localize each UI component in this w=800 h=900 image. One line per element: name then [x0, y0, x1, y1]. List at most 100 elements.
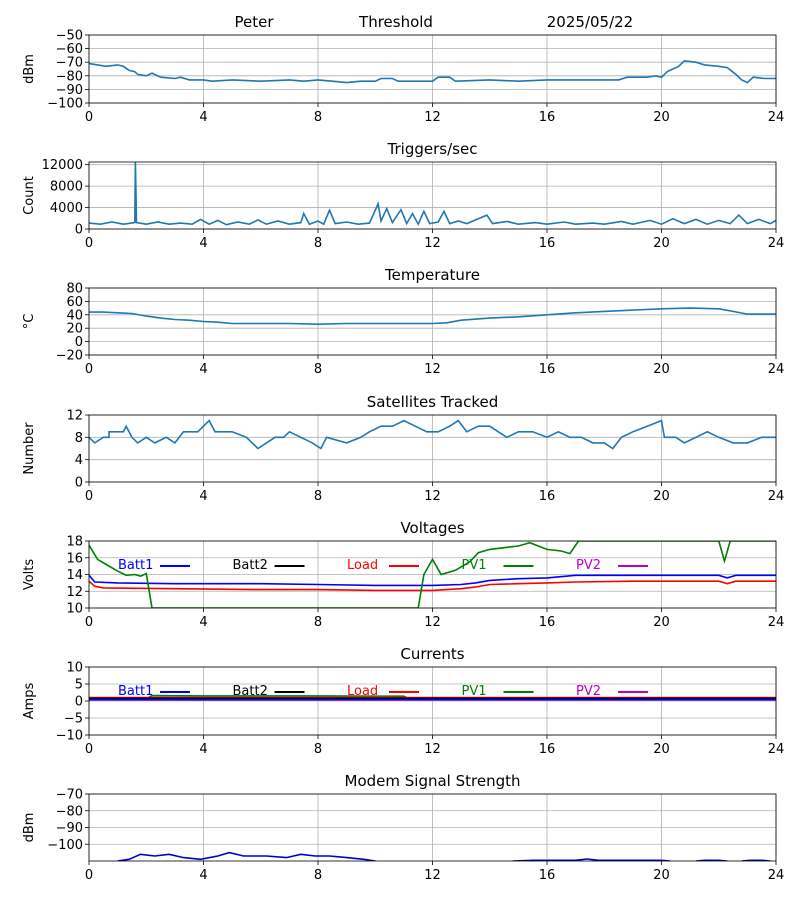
rssi-xtick-label: 20: [653, 110, 670, 125]
currents-xtick-label: 0: [85, 742, 93, 757]
voltages-xtick-label: 16: [539, 615, 556, 630]
rssi-ytick-label: −70: [56, 56, 83, 71]
satellites-xtick-label: 4: [199, 489, 207, 504]
temperature-ytick-label: −20: [56, 349, 83, 364]
satellites-ytick-label: 8: [75, 431, 83, 446]
modem-title: Modem Signal Strength: [345, 772, 521, 790]
triggers-xtick-label: 12: [424, 236, 441, 251]
triggers-xtick-label: 0: [85, 236, 93, 251]
modem-xtick-label: 16: [539, 868, 556, 883]
modem-ytick-label: −70: [56, 788, 83, 803]
currents-ytick-label: −5: [64, 712, 83, 727]
satellites-xtick-label: 20: [653, 489, 670, 504]
temperature-series: [89, 307, 776, 326]
satellites-xtick-label: 12: [424, 489, 441, 504]
temperature-xtick-label: 0: [85, 362, 93, 377]
temperature-ytick-label: 60: [66, 295, 83, 310]
rssi-xtick-label: 16: [539, 110, 556, 125]
modem-xtick-label: 24: [768, 868, 785, 883]
satellites-xtick-label: 0: [85, 489, 93, 504]
modem-ytick-label: −80: [56, 804, 83, 819]
currents-xtick-label: 4: [199, 742, 207, 757]
satellites-ytick-label: 4: [75, 453, 83, 468]
currents-frame: [88, 666, 777, 736]
modem-xtick-label: 0: [85, 868, 93, 883]
satellites-frame: [88, 414, 777, 483]
voltages-ytick-label: 16: [66, 551, 83, 566]
triggers-xtick-label: 4: [199, 236, 207, 251]
currents-xtick-label: 8: [314, 742, 322, 757]
rssi-ylabel: dBm: [22, 54, 37, 84]
rssi-ytick-label: −100: [47, 97, 83, 112]
currents-xtick-label: 12: [424, 742, 441, 757]
voltages-series-load: [89, 580, 776, 592]
satellites-series: [89, 419, 776, 450]
modem-ytick-label: −90: [56, 821, 83, 836]
satellites-ytick-label: 12: [66, 409, 83, 424]
currents-ytick-label: 10: [66, 661, 83, 676]
temperature-ytick-label: 0: [75, 335, 83, 350]
voltages-xtick-label: 24: [768, 615, 785, 630]
triggers-ylabel: Count: [22, 176, 37, 215]
currents-legend-label: PV2: [576, 684, 601, 699]
satellites-ylabel: Number: [22, 422, 37, 475]
temperature-xtick-label: 12: [424, 362, 441, 377]
currents-ytick-label: −10: [56, 729, 83, 744]
triggers-ytick-label: 12000: [42, 158, 83, 173]
temperature-frame: [88, 287, 777, 356]
currents-legend-label: Load: [347, 684, 378, 699]
rssi-ytick-label: −80: [56, 69, 83, 84]
voltages-legend-label: PV2: [576, 558, 601, 573]
currents-xtick-label: 16: [539, 742, 556, 757]
rssi-frame: [88, 34, 777, 104]
satellites-xtick-label: 8: [314, 489, 322, 504]
voltages-xtick-label: 0: [85, 615, 93, 630]
voltages-series-pv1: [89, 541, 776, 608]
temperature-ytick-label: 80: [66, 282, 83, 297]
voltages-ylabel: Volts: [22, 559, 37, 591]
rssi-ytick-label: −50: [56, 29, 83, 44]
temperature-xtick-label: 8: [314, 362, 322, 377]
header-name: Peter: [234, 13, 274, 31]
modem-series: [117, 851, 376, 861]
triggers-title: Triggers/sec: [387, 140, 478, 158]
rssi-xtick-label: 8: [314, 110, 322, 125]
rssi-ytick-label: −60: [56, 42, 83, 57]
triggers-ytick-label: 4000: [50, 201, 83, 216]
temperature-xtick-label: 4: [199, 362, 207, 377]
voltages-xtick-label: 20: [653, 615, 670, 630]
currents-title: Currents: [400, 645, 464, 663]
rssi-series: [89, 59, 776, 84]
temperature-ytick-label: 20: [66, 322, 83, 337]
satellites-ytick-label: 0: [75, 476, 83, 491]
temperature-xtick-label: 24: [768, 362, 785, 377]
header-date: 2025/05/22: [547, 13, 633, 31]
rssi-xtick-label: 12: [424, 110, 441, 125]
voltages-series-batt1: [89, 574, 776, 587]
triggers-frame: [88, 161, 777, 230]
modem-xtick-label: 8: [314, 868, 322, 883]
voltages-legend-label: Batt2: [233, 558, 268, 573]
currents-legend-label: Batt2: [233, 684, 268, 699]
triggers-xtick-label: 8: [314, 236, 322, 251]
temperature-xtick-label: 20: [653, 362, 670, 377]
voltages-legend-label: PV1: [462, 558, 487, 573]
triggers-xtick-label: 24: [768, 236, 785, 251]
currents-xtick-label: 20: [653, 742, 670, 757]
modem-xtick-label: 20: [653, 868, 670, 883]
currents-xtick-label: 24: [768, 742, 785, 757]
voltages-xtick-label: 12: [424, 615, 441, 630]
currents-legend-label: Batt1: [118, 684, 153, 699]
voltages-ytick-label: 18: [66, 535, 83, 550]
satellites-xtick-label: 16: [539, 489, 556, 504]
rssi-xtick-label: 24: [768, 110, 785, 125]
currents-ytick-label: 0: [75, 695, 83, 710]
temperature-xtick-label: 16: [539, 362, 556, 377]
voltages-frame: [88, 540, 777, 609]
temperature-ylabel: °C: [22, 314, 37, 330]
currents-ytick-label: 5: [75, 678, 83, 693]
voltages-ytick-label: 12: [66, 585, 83, 600]
rssi-xtick-label: 0: [85, 110, 93, 125]
rssi-xtick-label: 4: [199, 110, 207, 125]
